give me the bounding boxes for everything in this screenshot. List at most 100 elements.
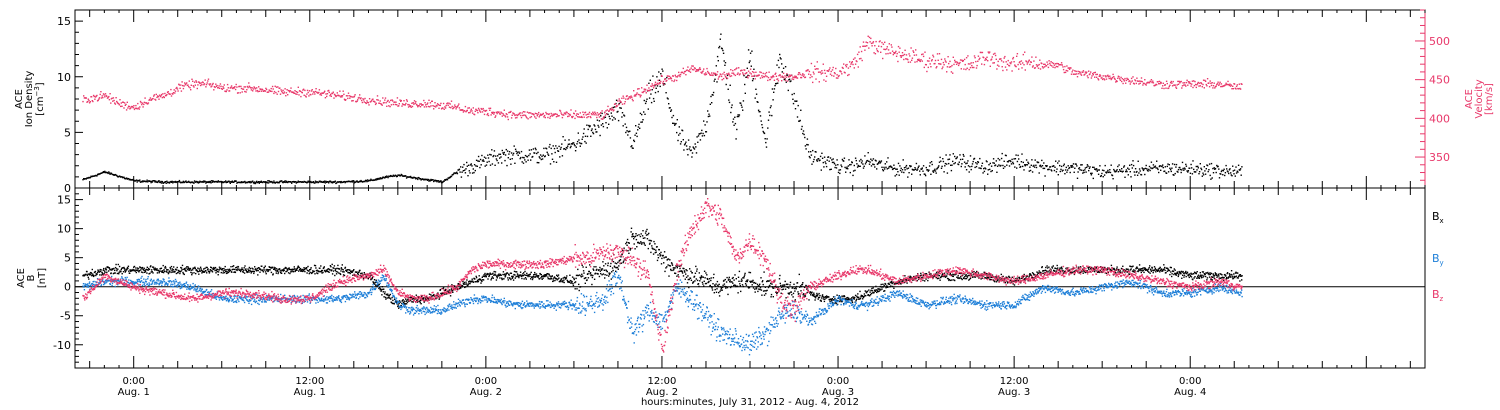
velocity-point <box>843 63 845 65</box>
velocity-point <box>981 51 984 54</box>
bx-point <box>133 266 135 268</box>
bx-point <box>623 247 625 249</box>
density-point <box>1144 167 1147 170</box>
density-point <box>865 161 867 163</box>
velocity-point <box>340 95 342 97</box>
bx-point <box>508 274 510 276</box>
velocity-point <box>1019 61 1021 63</box>
density-point <box>716 55 719 58</box>
bx-point <box>374 281 376 284</box>
density-point <box>1007 161 1009 163</box>
velocity-point <box>1134 79 1136 81</box>
velocity-point <box>1116 80 1118 83</box>
velocity-point <box>167 91 169 93</box>
density-point <box>468 170 470 172</box>
density-point <box>145 180 148 183</box>
velocity-point <box>829 73 832 75</box>
velocity-point <box>1080 74 1083 76</box>
bx-point <box>669 265 671 267</box>
velocity-point <box>1190 85 1192 87</box>
bx-point <box>430 294 432 296</box>
velocity-point <box>454 106 457 108</box>
velocity-point <box>1086 75 1089 77</box>
density-point <box>872 158 875 160</box>
bx-point <box>532 275 535 278</box>
density-point <box>1100 175 1102 177</box>
density-point <box>538 156 540 158</box>
density-point <box>656 76 658 78</box>
velocity-point <box>487 112 489 115</box>
density-point <box>153 180 156 182</box>
velocity-point <box>903 58 905 61</box>
velocity-point <box>438 104 441 106</box>
density-point <box>1165 172 1168 174</box>
velocity-point <box>304 89 306 92</box>
bx-point <box>533 276 535 278</box>
velocity-point <box>1010 62 1012 65</box>
density-point <box>459 171 461 173</box>
bx-point <box>103 267 105 270</box>
density-point <box>211 180 213 182</box>
velocity-point <box>1126 77 1128 80</box>
bx-point <box>160 267 163 269</box>
density-point <box>945 154 947 156</box>
velocity-point <box>746 72 748 74</box>
bx-point <box>300 269 303 271</box>
bx-point <box>524 270 526 273</box>
bx-point <box>121 273 123 275</box>
bx-point <box>416 299 418 301</box>
velocity-point <box>691 68 694 71</box>
velocity-point <box>1157 81 1159 83</box>
velocity-point <box>1119 79 1122 81</box>
velocity-point <box>1141 80 1143 83</box>
velocity-point <box>969 66 972 69</box>
density-point <box>924 173 926 175</box>
density-point <box>946 163 948 165</box>
velocity-point <box>407 106 410 108</box>
density-point <box>352 180 354 182</box>
density-point <box>847 165 850 167</box>
density-point <box>914 167 916 169</box>
velocity-point <box>868 47 870 49</box>
bx-point <box>495 274 497 277</box>
bx-point <box>433 293 435 296</box>
velocity-point <box>1228 84 1231 87</box>
density-point <box>928 169 930 171</box>
bx-point <box>218 266 221 268</box>
velocity-point <box>1232 88 1234 90</box>
bx-point <box>107 270 110 272</box>
velocity-point <box>621 97 623 99</box>
density-point <box>860 162 863 164</box>
bx-point <box>517 274 519 276</box>
bx-point <box>294 268 296 270</box>
density-point <box>659 85 661 88</box>
velocity-point <box>742 72 744 74</box>
bx-point <box>459 284 461 286</box>
velocity-point <box>1057 63 1059 65</box>
velocity-point <box>1217 81 1219 83</box>
velocity-point <box>543 116 545 118</box>
velocity-point <box>1105 78 1108 80</box>
velocity-point <box>883 48 885 50</box>
density-point <box>695 146 697 148</box>
density-point <box>831 159 833 161</box>
density-point <box>1031 159 1033 161</box>
density-point <box>1162 164 1164 166</box>
velocity-point <box>795 75 797 78</box>
density-point <box>162 182 165 184</box>
velocity-point <box>425 104 427 106</box>
velocity-point <box>1111 77 1113 80</box>
velocity-point <box>835 67 837 70</box>
density-point <box>543 147 545 150</box>
density-point <box>1145 164 1147 167</box>
bx-point <box>657 257 660 259</box>
bx-point <box>270 271 273 274</box>
density-point <box>490 154 492 156</box>
velocity-point <box>716 71 719 73</box>
bx-point <box>421 295 423 297</box>
bx-point <box>649 242 651 244</box>
bx-point <box>667 258 670 260</box>
velocity-point <box>250 89 253 91</box>
density-point <box>291 182 293 184</box>
density-point <box>976 163 978 165</box>
